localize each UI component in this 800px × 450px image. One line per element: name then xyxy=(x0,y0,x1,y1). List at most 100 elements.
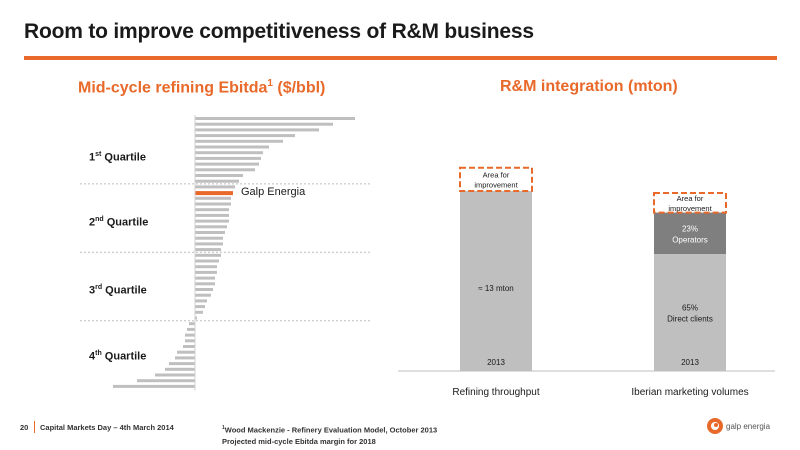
refinery-bar xyxy=(195,168,255,172)
refinery-bar xyxy=(195,213,229,217)
q1-ord: 1 xyxy=(89,151,96,164)
left-chart-title-main: Mid-cycle refining Ebitda xyxy=(78,79,268,97)
refinery-bar xyxy=(195,196,231,200)
q3-sup: rd xyxy=(95,284,103,291)
segment-label: Operators xyxy=(672,235,708,244)
refinery-bar xyxy=(195,179,239,183)
refinery-bar xyxy=(195,316,197,320)
refinery-bar xyxy=(113,384,195,388)
left-chart-title: Mid-cycle refining Ebitda1 ($/bbl) xyxy=(78,78,325,97)
refinery-bar xyxy=(137,379,195,383)
quartile-label-3: 3rd Quartile xyxy=(89,284,147,297)
refinery-bar xyxy=(195,236,223,240)
area-for-improvement-label: Area for xyxy=(483,170,510,179)
refinery-bar xyxy=(195,225,227,229)
area-for-improvement-box xyxy=(653,192,727,214)
footnote-source: Wood Mackenzie - Refinery Evaluation Mod… xyxy=(224,425,438,435)
q2-rest: Quartile xyxy=(103,216,149,229)
refinery-bar xyxy=(195,270,217,274)
refinery-bar xyxy=(195,145,269,149)
refinery-bar xyxy=(195,242,223,246)
q4-ord: 4 xyxy=(89,350,96,363)
category-label: Refining throughput xyxy=(452,387,540,398)
refinery-bar xyxy=(195,208,229,212)
footnote-line-2: Projected mid-cycle Ebitda margin for 20… xyxy=(222,436,376,446)
refinery-bar xyxy=(185,339,195,343)
left-chart-title-unit: ($/bbl) xyxy=(272,79,326,97)
refinery-bar xyxy=(185,333,195,337)
refinery-bar xyxy=(189,322,195,326)
q4-rest: Quartile xyxy=(101,350,147,363)
year-label: 2013 xyxy=(681,358,699,367)
footnote: 1Wood Mackenzie - Refinery Evaluation Mo… xyxy=(222,423,437,447)
q2-ord: 2 xyxy=(89,216,96,229)
refinery-bar xyxy=(195,219,229,223)
refinery-bar xyxy=(195,288,213,291)
refinery-bar xyxy=(169,362,195,366)
footer-event: Capital Markets Day – 4th March 2014 xyxy=(40,423,174,432)
page-number: 20 xyxy=(20,423,29,432)
refinery-bar xyxy=(195,174,243,177)
year-label: 2013 xyxy=(487,358,505,367)
refinery-bar xyxy=(195,162,259,166)
refinery-bar xyxy=(195,305,205,309)
refinery-bar xyxy=(195,231,225,234)
refinery-bar xyxy=(195,139,283,143)
area-for-improvement-label: Area for xyxy=(677,194,704,203)
q1-sup: st xyxy=(95,151,102,158)
segment-label: 65% xyxy=(682,304,698,313)
refinery-bar xyxy=(195,253,221,257)
q3-rest: Quartile xyxy=(102,284,147,297)
title-divider xyxy=(24,56,777,60)
quartile-label-1: 1st Quartile xyxy=(89,151,146,164)
refinery-bar xyxy=(195,151,263,155)
refinery-bar xyxy=(195,276,215,280)
refinery-bar xyxy=(195,134,295,138)
area-for-improvement-label: improvement xyxy=(668,204,712,213)
footnote-line-1: 1Wood Mackenzie - Refinery Evaluation Mo… xyxy=(222,423,437,436)
area-for-improvement-label: improvement xyxy=(474,180,518,189)
quartile-label-4: 4th Quartile xyxy=(89,350,146,363)
left-chart-title-footnote-mark: 1 xyxy=(267,78,273,89)
refinery-bar xyxy=(195,265,217,269)
refinery-bar xyxy=(165,367,195,371)
refinery-bar xyxy=(183,345,195,348)
slide-title: Room to improve competitiveness of R&M b… xyxy=(24,20,534,43)
segment-label: Direct clients xyxy=(667,315,713,324)
refinery-bar xyxy=(195,185,235,189)
right-chart-title: R&M integration (mton) xyxy=(500,78,678,95)
refinery-bar xyxy=(155,373,195,377)
area-for-improvement-box xyxy=(459,166,533,193)
refinery-bar xyxy=(195,248,221,252)
refinery-bar xyxy=(187,327,195,331)
stacked-segment xyxy=(460,191,532,371)
refinery-bar xyxy=(195,122,333,126)
refinery-bar xyxy=(177,350,195,354)
q4-sup: th xyxy=(95,350,102,357)
galp-energia-label: Galp Energia xyxy=(241,186,306,198)
logo-wordmark: galp energia xyxy=(726,422,771,431)
refinery-bar xyxy=(195,259,219,263)
refinery-bar xyxy=(195,117,355,120)
galp-energia-bar xyxy=(195,191,233,196)
q2-sup: nd xyxy=(95,216,104,223)
refinery-bar xyxy=(195,293,211,297)
segment-label: 23% xyxy=(682,224,698,233)
galp-logo-icon xyxy=(707,418,723,434)
refinery-bar xyxy=(195,128,319,132)
footer-separator xyxy=(34,421,35,433)
refinery-bar xyxy=(195,299,207,303)
q3-ord: 3 xyxy=(89,284,96,297)
refinery-bar xyxy=(195,282,215,286)
stacked-segment xyxy=(654,254,726,371)
refinery-bar xyxy=(195,156,261,160)
refinery-bar xyxy=(195,310,203,314)
refinery-bar xyxy=(175,356,195,360)
category-label: Iberian marketing volumes xyxy=(631,387,748,398)
q1-rest: Quartile xyxy=(101,151,146,164)
quartile-label-2: 2nd Quartile xyxy=(89,216,148,229)
footnote-mark: 1 xyxy=(222,425,225,431)
refinery-bar xyxy=(195,202,231,206)
